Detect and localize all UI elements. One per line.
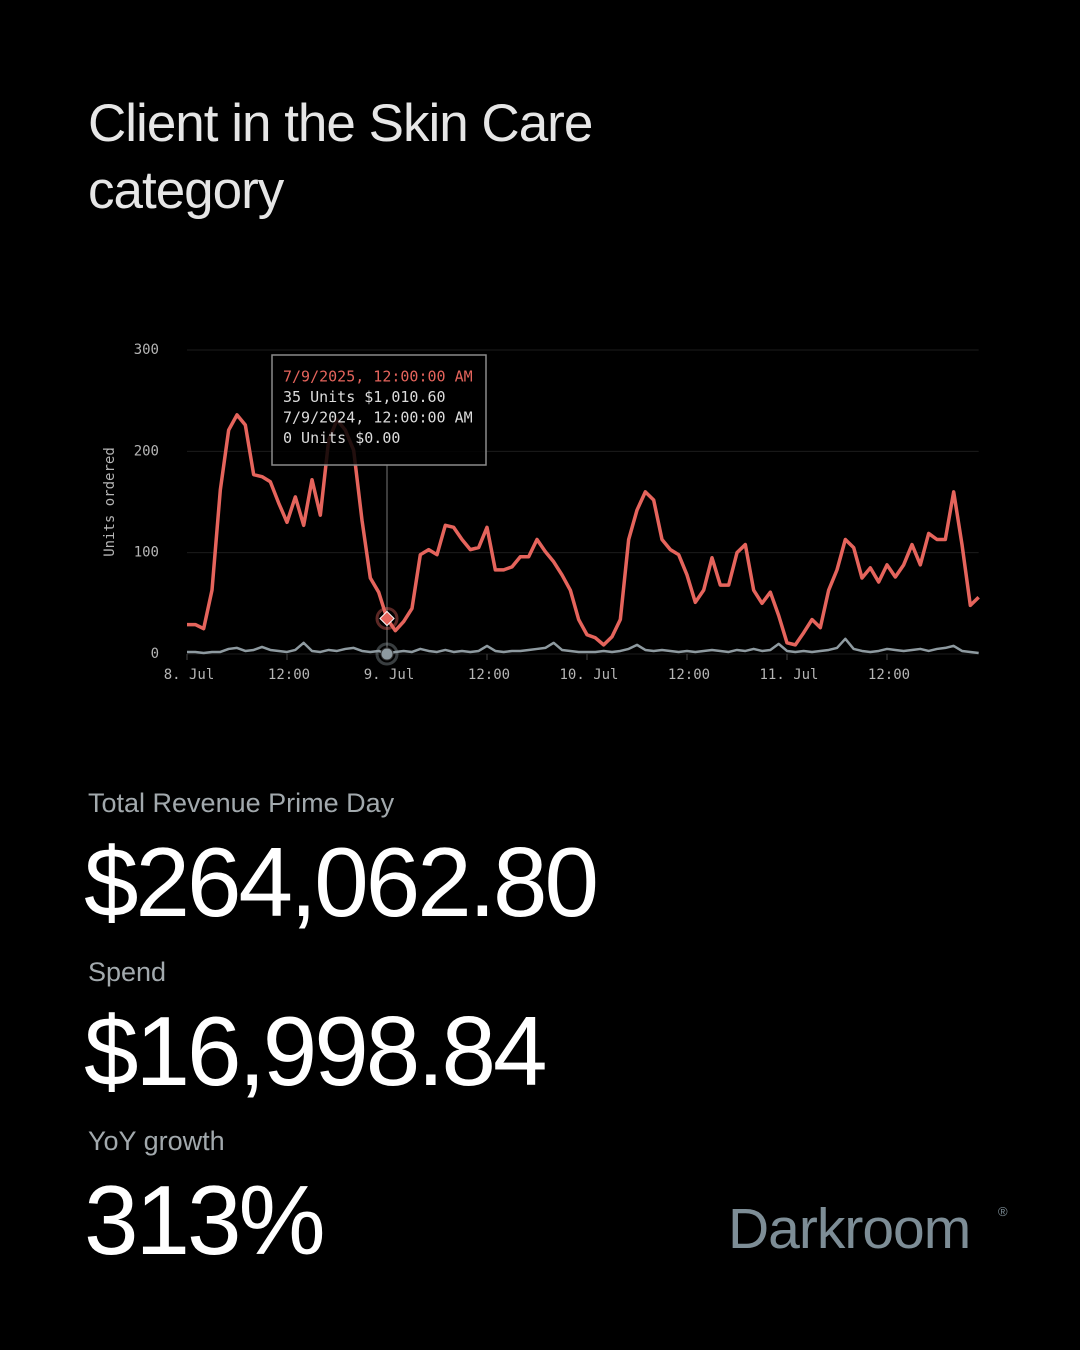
hover-halo [375, 642, 399, 666]
brand: Darkroom [728, 1197, 971, 1261]
series-line [187, 413, 980, 647]
stat-label: YoY growth [88, 1126, 225, 1156]
x-tick-label: 9. Jul [364, 667, 415, 683]
stat-label: Spend [88, 957, 167, 987]
y-tick-label: 200 [134, 443, 159, 459]
tooltip-line: 0 Units $0.00 [283, 429, 400, 447]
hover-marker [380, 647, 394, 661]
stat-value: 313% [84, 1165, 326, 1275]
tooltip-line: 7/9/2024, 12:00:00 AM [283, 409, 473, 427]
stat-value: $264,062.80 [84, 827, 599, 937]
x-tick-label: 11. Jul [759, 667, 818, 683]
series-line [187, 637, 979, 656]
y-tick-label: 100 [134, 545, 159, 561]
x-tick-label: 12:00 [668, 667, 710, 683]
x-tick-label: 8. Jul [164, 667, 215, 683]
hover-marker [379, 610, 395, 627]
y-tick-label: 300 [134, 342, 159, 358]
y-axis-label: Units ordered [102, 447, 118, 557]
chart: 0 100 200 300 Units ordered 8. Jul 12:00 9. Jul… [102, 342, 980, 683]
tooltip-box [271, 354, 487, 466]
x-tick-label: 12:00 [268, 667, 310, 683]
stat-value: $16,998.84 [84, 996, 547, 1106]
brand-mark: ® [998, 1204, 1008, 1219]
y-tick-label: 0 [151, 646, 159, 662]
x-tick-label: 12:00 [868, 667, 910, 683]
tooltip-line: 35 Units $1,010.60 [283, 388, 446, 406]
hover-halo [375, 607, 399, 631]
stat-label: Total Revenue Prime Day [88, 788, 395, 818]
x-tick-label: 10. Jul [559, 667, 618, 683]
x-tick-label: 12:00 [468, 667, 510, 683]
tooltip-line: 7/9/2025, 12:00:00 AM [283, 368, 473, 386]
title: Client in the Skin Care category [88, 94, 593, 220]
